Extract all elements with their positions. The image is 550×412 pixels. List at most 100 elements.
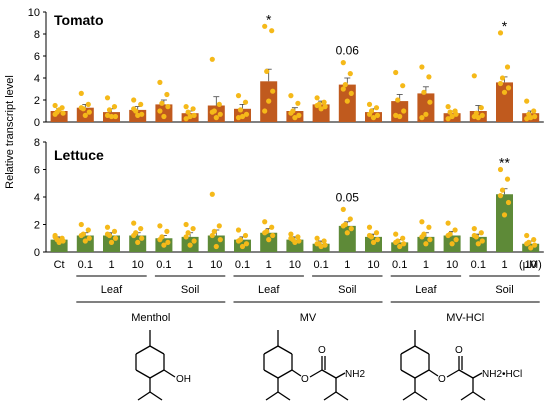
tomato-data-point (106, 107, 113, 113)
lettuce-data-point (401, 241, 407, 247)
tomato-data-point (159, 100, 165, 106)
compound-group-label: MV-HCl (446, 312, 484, 324)
tomato-data-point (264, 68, 270, 74)
lettuce-data-point (340, 206, 346, 212)
mv-hcl-structure (400, 330, 486, 401)
lettuce-data-point (419, 234, 425, 240)
lettuce-data-point (370, 239, 377, 245)
tomato-data-point (499, 75, 506, 81)
tomato-data-point (397, 113, 403, 120)
tomato-data-point (213, 115, 219, 121)
lettuce-data-point (211, 228, 217, 234)
tomato-data-point (475, 115, 481, 121)
tomato-data-point (531, 108, 537, 114)
lettuce-data-point (497, 166, 504, 173)
mv-amine-label: NH2 (345, 369, 365, 380)
tomato-data-point (262, 108, 268, 114)
lettuce-data-point (499, 187, 506, 193)
lettuce-data-point (165, 239, 171, 245)
lettuce-data-point (505, 199, 512, 206)
tomato-data-point (78, 90, 84, 96)
lettuce-data-point (183, 234, 189, 240)
tomato-data-point (344, 98, 350, 104)
lettuce-data-point (78, 232, 84, 239)
lettuce-data-point (108, 239, 115, 245)
lettuce-data-point (344, 230, 350, 236)
tomato-data-point (135, 112, 141, 118)
lettuce-annotation: 0.05 (336, 190, 360, 204)
tomato-data-point (239, 113, 246, 120)
tomato-data-point (426, 74, 432, 80)
lettuce-data-point (217, 237, 223, 243)
tomato-data-point (235, 93, 242, 99)
lettuce-data-point (366, 224, 373, 230)
tomato-data-point (419, 64, 425, 70)
tomato-data-point (237, 107, 244, 113)
lettuce-data-point (478, 230, 484, 236)
lettuce-data-point (453, 237, 459, 243)
tomato-data-point (157, 108, 163, 114)
tomato-annotation: * (266, 11, 272, 27)
x-tick-label: 1 (344, 259, 350, 271)
tomato-annotation: * (502, 18, 508, 34)
tomato-data-point (216, 101, 222, 107)
lettuce-data-point (292, 239, 298, 245)
tomato-data-point (366, 101, 373, 107)
tomato-data-point (505, 85, 512, 91)
lettuce-data-point (157, 223, 163, 229)
lettuce-data-point (243, 241, 250, 247)
tomato-data-point (321, 99, 327, 105)
tomato-data-point (190, 106, 196, 112)
lettuce-data-point (288, 235, 294, 241)
lettuce-data-point (78, 221, 84, 228)
tomato-data-point (374, 112, 381, 118)
lettuce-data-point (366, 232, 373, 239)
tomato-data-point (235, 115, 242, 121)
x-tick-label: 0.1 (471, 259, 486, 271)
compound-groups: Menthol MV MV-HCl (76, 301, 540, 324)
tomato-data-point (314, 102, 320, 109)
tomato-data-point (112, 113, 119, 120)
tomato-data-point (528, 115, 534, 121)
tomato-data-point (478, 105, 484, 111)
lettuce-data-point (479, 238, 485, 244)
tomato-data-point (138, 101, 144, 107)
x-tick-label: 10 (210, 259, 222, 271)
lettuce-data-point (191, 238, 197, 244)
tomato-data-point (187, 113, 193, 120)
x-tick-labels: Ct 0.1 1 10 0.1 1 10 0.1 1 10 0.1 1 10 0.1 1 10 0.1 1 10 (54, 259, 537, 271)
tomato-data-point (209, 56, 215, 62)
x-tick-label: 10 (525, 259, 537, 271)
tomato-data-point (288, 93, 294, 99)
lettuce-data-point (348, 226, 354, 232)
mv-structure (263, 330, 349, 401)
tomato-data-point (318, 106, 324, 112)
tomato-data-point (347, 71, 353, 77)
lettuce-data-point (374, 237, 381, 243)
lettuce-data-point (235, 238, 242, 244)
tomato-data-point (340, 86, 346, 92)
tomato-data-point (185, 109, 191, 115)
tomato-y-tick-label: 8 (34, 29, 40, 41)
mv-hcl-amine-label: NH2•HCl (482, 369, 522, 380)
lettuce-data-point (82, 238, 88, 244)
tomato-data-point (242, 99, 249, 105)
tomato-data-point (423, 111, 429, 117)
tomato-data-point (131, 97, 137, 103)
tomato-data-point (445, 116, 451, 122)
tomato-data-point (78, 105, 84, 111)
tomato-data-point (453, 111, 459, 117)
tomato-data-point (449, 113, 455, 120)
lettuce-data-point (135, 239, 141, 245)
lettuce-data-point (164, 228, 170, 234)
tomato-axis: 0 2 4 6 8 10 (28, 7, 544, 129)
application-group-label: Soil (181, 284, 199, 296)
tomato-points (52, 23, 538, 122)
tomato-data-point (56, 107, 62, 113)
concentration-unit-label: (μM) (519, 259, 542, 271)
lettuce-bar (496, 194, 513, 252)
x-tick-label: 1 (266, 259, 272, 271)
lettuce-data-point (86, 235, 92, 241)
tomato-data-point (82, 112, 88, 118)
tomato-data-point (262, 23, 268, 29)
